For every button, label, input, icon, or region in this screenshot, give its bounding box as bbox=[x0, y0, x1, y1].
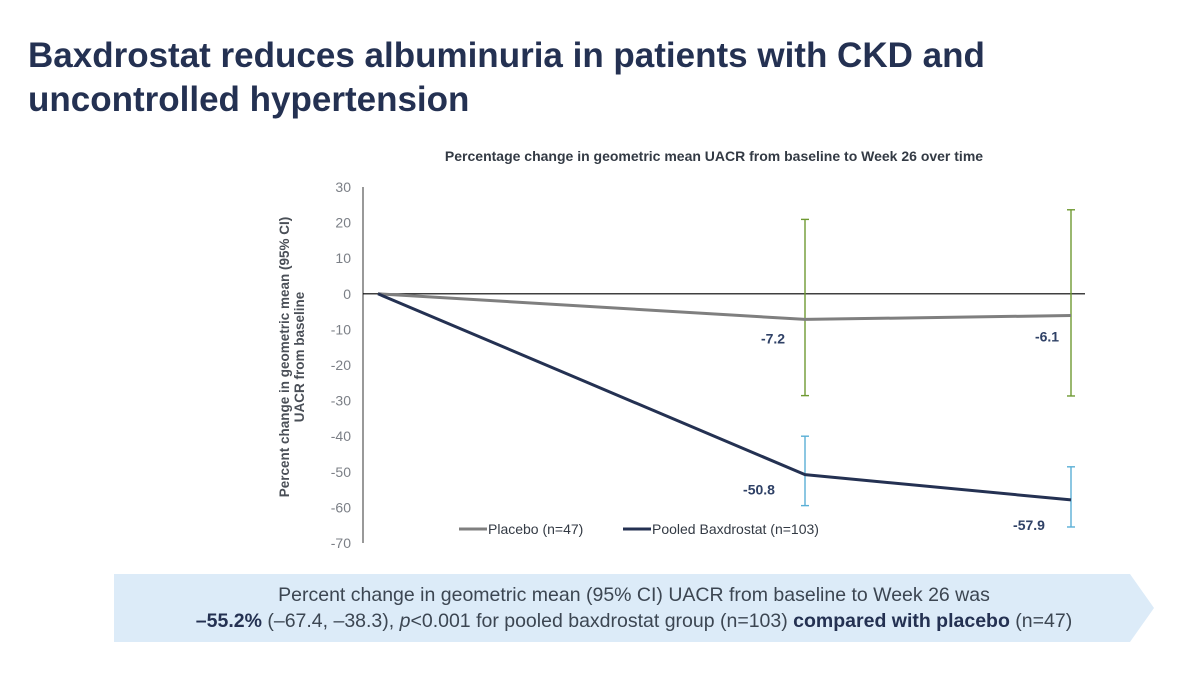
y-axis-label-line-1: Percent change in geometric mean (95% CI… bbox=[277, 217, 292, 498]
summary-p-value: <0.001 for pooled baxdrostat group (n=10… bbox=[410, 610, 794, 632]
y-axis-ticks: 30 20 10 0 -10 -20 -30 -40 -50 -60 -70 bbox=[331, 179, 351, 551]
uacr-chart: Percentage change in geometric mean UACR… bbox=[277, 148, 1085, 551]
data-label: -57.9 bbox=[1013, 517, 1045, 533]
y-axis-label-line-2: UACR from baseline bbox=[292, 291, 307, 422]
legend: Placebo (n=47) Pooled Baxdrostat (n=103) bbox=[459, 521, 819, 537]
y-tick-label: -50 bbox=[331, 464, 351, 480]
y-tick-label: -30 bbox=[331, 393, 351, 409]
summary-ci: (–67.4, –38.3), bbox=[261, 610, 400, 632]
y-tick-label: -60 bbox=[331, 499, 351, 515]
data-label: -7.2 bbox=[761, 330, 785, 346]
chart-title: Percentage change in geometric mean UACR… bbox=[445, 148, 983, 164]
y-tick-label: 0 bbox=[343, 286, 351, 302]
y-tick-label: 30 bbox=[335, 179, 351, 195]
summary-placebo-n: (n=47) bbox=[1009, 610, 1073, 632]
y-tick-label: 10 bbox=[335, 250, 351, 266]
summary-comparison: compared with placebo bbox=[793, 610, 1010, 632]
summary-banner: Percent change in geometric mean (95% CI… bbox=[114, 574, 1154, 642]
y-tick-label: -10 bbox=[331, 321, 351, 337]
slide-title: Baxdrostat reduces albuminuria in patien… bbox=[28, 36, 985, 119]
series-lines bbox=[377, 292, 1072, 502]
banner-arrow-shape bbox=[114, 574, 1154, 642]
confidence-intervals bbox=[801, 209, 1075, 528]
summary-line-2: –55.2% (–67.4, –38.3), p<0.001 for poole… bbox=[114, 608, 1154, 634]
y-tick-label: -40 bbox=[331, 428, 351, 444]
data-labels: -7.2 -6.1 -50.8 -57.9 bbox=[743, 329, 1059, 533]
y-tick-label: 20 bbox=[335, 215, 351, 231]
summary-line-1: Percent change in geometric mean (95% CI… bbox=[278, 584, 990, 606]
series-line bbox=[377, 292, 1072, 321]
y-tick-label: -70 bbox=[331, 535, 351, 551]
summary-percent-value: –55.2% bbox=[195, 610, 262, 632]
legend-label: Placebo (n=47) bbox=[488, 521, 583, 537]
series-line bbox=[377, 292, 1072, 502]
data-label: -50.8 bbox=[743, 482, 775, 498]
summary-p-letter: p bbox=[399, 610, 411, 632]
legend-label: Pooled Baxdrostat (n=103) bbox=[652, 521, 819, 537]
data-label: -6.1 bbox=[1035, 329, 1059, 345]
y-tick-label: -20 bbox=[331, 357, 351, 373]
